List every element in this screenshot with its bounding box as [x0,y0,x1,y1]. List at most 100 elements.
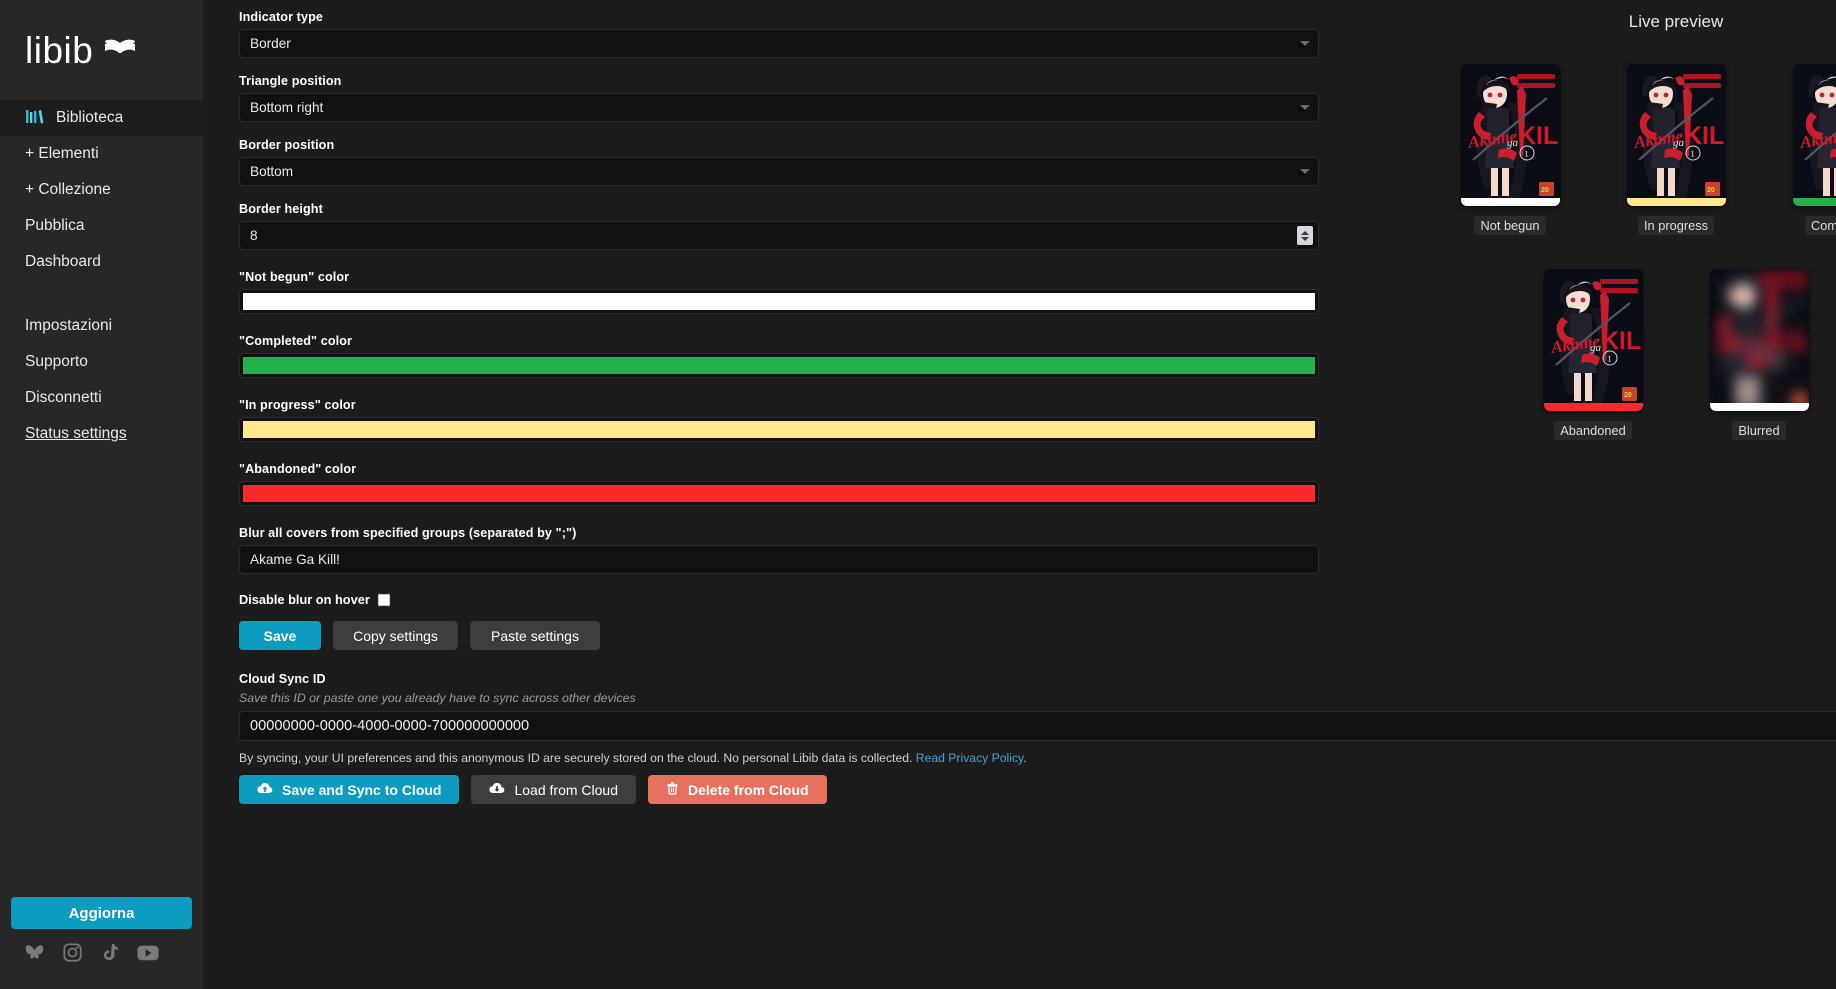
update-button[interactable]: Aggiorna [11,897,192,929]
field-border-height: Border height 8 [239,202,1319,250]
youtube-icon[interactable] [137,945,159,966]
cover-art: Akame ga KILL! 1 20 [1626,64,1726,206]
in-progress-color-label: "In progress" color [239,398,356,412]
sidebar-item-label: Disconnetti [25,389,102,407]
sidebar-spacer [0,452,203,897]
svg-text:ga: ga [1755,341,1767,355]
number-stepper-icon[interactable] [1297,226,1313,245]
cloud-sync-section: Cloud Sync ID Save this ID or paste one … [239,672,1836,804]
bluesky-icon[interactable] [25,944,44,966]
book-cover[interactable]: Akame ga KILL! 1 20 [1709,269,1809,411]
not-begun-color-label: "Not begun" color [239,270,350,284]
cloud-upload-icon [257,782,273,798]
sidebar-item-supporto[interactable]: Supporto [0,344,203,380]
sidebar-item-biblioteca[interactable]: Biblioteca [0,100,203,136]
preview-caption: In progress [1637,216,1715,235]
blur-groups-input[interactable]: Akame Ga Kill! [239,545,1319,574]
svg-text:1: 1 [1524,150,1528,159]
cloud-download-icon [489,782,505,798]
cover-art: Akame ga KILL! 1 20 [1792,64,1836,206]
indicator-type-select[interactable]: Border [239,29,1319,58]
color-swatch [243,293,1315,310]
paste-settings-button[interactable]: Paste settings [470,621,600,650]
status-border [1792,198,1836,206]
save-and-sync-label: Save and Sync to Cloud [282,781,442,798]
svg-text:KILL!: KILL! [1767,325,1808,356]
status-border [1460,198,1560,206]
load-from-cloud-label: Load from Cloud [514,781,618,798]
book-cover[interactable]: Akame ga KILL! 1 20 [1543,269,1643,411]
field-blur-groups: Blur all covers from specified groups (s… [239,526,1319,574]
color-swatch [243,485,1315,502]
load-from-cloud-button[interactable]: Load from Cloud [471,775,636,804]
field-border-position: Border position Bottom [239,138,1319,186]
disable-blur-on-hover-label: Disable blur on hover [239,592,370,607]
sidebar-item-label: Dashboard [25,253,101,271]
triangle-position-select[interactable]: Bottom right [239,93,1319,122]
main-content: Indicator type Border Triangle position … [203,0,1836,989]
field-indicator-type: Indicator type Border [239,10,1319,58]
svg-text:20: 20 [1793,397,1802,406]
sidebar-item-elementi[interactable]: + Elementi [0,136,203,172]
book-cover[interactable]: Akame ga KILL! 1 20 [1626,64,1726,206]
books-icon [25,108,44,129]
sidebar-item-label: Impostazioni [25,317,113,335]
tiktok-icon[interactable] [101,943,118,967]
delete-from-cloud-label: Delete from Cloud [688,781,809,798]
svg-text:KILL!: KILL! [1684,122,1726,150]
instagram-icon[interactable] [63,943,82,967]
sidebar-item-label: Biblioteca [56,109,124,127]
book-cover[interactable]: Akame ga KILL! 1 20 [1460,64,1560,206]
in-progress-color-picker[interactable] [239,417,1319,442]
abandoned-color-picker[interactable] [239,481,1319,506]
notice-period: . [1023,751,1027,765]
preview-caption: Blurred [1732,421,1786,440]
preview-caption: Completed [1805,216,1836,235]
preview-item-abandoned: Akame ga KILL! 1 20 Abandoned [1538,269,1648,440]
color-swatch [243,357,1315,374]
sidebar-item-pubblica[interactable]: Pubblica [0,208,203,244]
field-triangle-position: Triangle position Bottom right [239,74,1319,122]
border-height-input[interactable]: 8 [239,221,1319,250]
copy-settings-button[interactable]: Copy settings [333,621,458,650]
sidebar-item-label: + Elementi [25,145,99,163]
cloud-sync-id-input[interactable]: 00000000-0000-4000-0000-700000000000 [239,711,1836,741]
not-begun-color-picker[interactable] [239,289,1319,314]
blur-groups-label: Blur all covers from specified groups (s… [239,526,577,540]
disable-blur-on-hover-checkbox[interactable] [377,593,390,606]
open-book-icon [104,38,136,63]
field-in-progress-color: "In progress" color [239,398,1319,442]
completed-color-picker[interactable] [239,353,1319,378]
sidebar-item-status-settings[interactable]: Status settings [0,416,203,452]
book-cover[interactable]: Akame ga KILL! 1 20 [1792,64,1836,206]
sidebar-item-disconnetti[interactable]: Disconnetti [0,380,203,416]
sidebar-item-label: Status settings [25,425,127,443]
indicator-type-label: Indicator type [239,10,323,24]
border-position-label: Border position [239,138,335,152]
preview-item-blurred: Akame ga KILL! 1 20 Blurred [1704,269,1814,440]
trash-icon [666,781,679,798]
border-position-select[interactable]: Bottom [239,157,1319,186]
live-preview-title: Live preview [1628,12,1724,31]
abandoned-color-label: "Abandoned" color [239,462,357,476]
social-links [0,943,203,989]
sidebar-item-collezione[interactable]: + Collezione [0,172,203,208]
sidebar-item-impostazioni[interactable]: Impostazioni [0,308,203,344]
status-border [1626,198,1726,206]
settings-form: Indicator type Border Triangle position … [239,0,1836,804]
save-button[interactable]: Save [239,621,321,650]
field-abandoned-color: "Abandoned" color [239,462,1319,506]
svg-text:1: 1 [1607,355,1611,364]
preview-item-completed: Akame ga KILL! 1 20 Completed [1787,64,1836,235]
save-and-sync-to-cloud-button[interactable]: Save and Sync to Cloud [239,775,460,804]
cloud-sync-notice: By syncing, your UI preferences and this… [239,751,1319,765]
sidebar-item-dashboard[interactable]: Dashboard [0,244,203,280]
preview-caption: Abandoned [1554,421,1632,440]
completed-color-label: "Completed" color [239,334,353,348]
delete-from-cloud-button[interactable]: Delete from Cloud [648,775,827,804]
disable-blur-on-hover-row: Disable blur on hover [239,592,1319,607]
read-privacy-policy-link[interactable]: Read Privacy Policy [915,751,1024,765]
brand-logo[interactable]: libib [0,0,203,100]
field-completed-color: "Completed" color [239,334,1319,378]
svg-text:KILL!: KILL! [1601,327,1643,355]
